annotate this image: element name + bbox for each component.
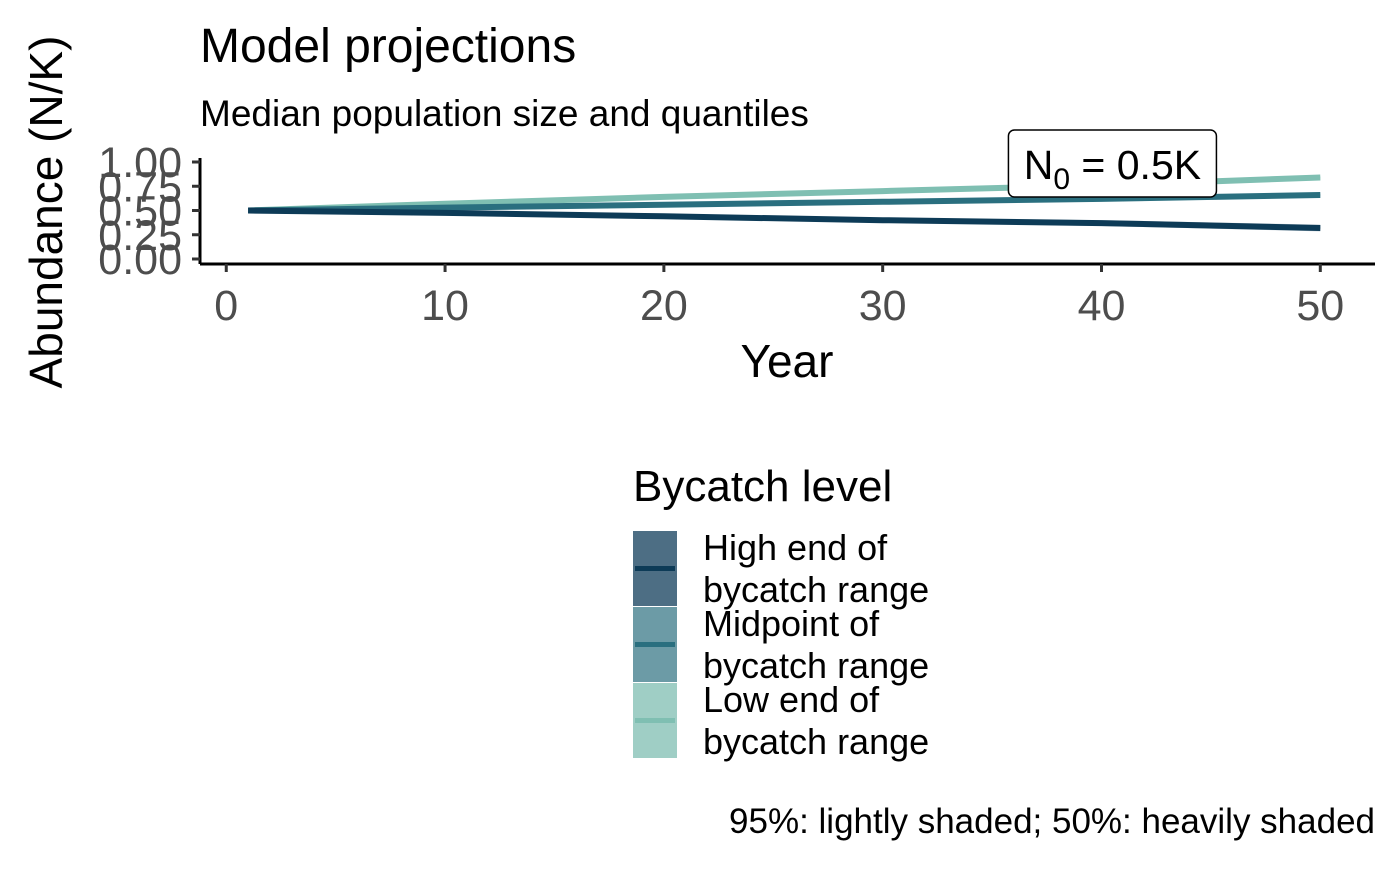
- plot-area: N0 = 0.5K: [247, 129, 1321, 232]
- annotation-label: N0 = 0.5K: [1024, 142, 1201, 196]
- axes: 0.000.250.500.751.00 0 10 20 30 40 50: [98, 139, 1375, 330]
- x-tick-label: 50: [1296, 282, 1344, 330]
- n0-annotation: N0 = 0.5K: [1007, 129, 1218, 198]
- y-tick-label: 0.50: [98, 188, 182, 236]
- x-tick-label: 10: [421, 282, 469, 330]
- y-tick-label: 1.00: [98, 139, 182, 187]
- y-axis-title: Abundance (N/K): [20, 36, 72, 389]
- median-line-series-1: [248, 192, 1321, 214]
- chart-title: Model projections: [200, 20, 576, 73]
- x-tick-label: 20: [640, 282, 688, 330]
- y-tick-label: 0.75: [98, 163, 182, 211]
- legend: Bycatch level High end of bycatch rangeMi…: [633, 462, 929, 762]
- legend-title: Bycatch level: [633, 462, 892, 511]
- x-tick-label: 30: [859, 282, 907, 330]
- legend-label-0: High end of bycatch range: [703, 527, 929, 610]
- chart-caption: 95%: lightly shaded; 50%: heavily shaded: [729, 802, 1375, 841]
- x-tick-label: 0: [214, 282, 238, 330]
- legend-label-2: Low end of bycatch range: [703, 679, 929, 762]
- x-axis-title: Year: [741, 335, 834, 387]
- y-tick-label: 0.00: [98, 236, 182, 284]
- y-tick-label: 0.25: [98, 212, 182, 260]
- legend-label-1: Midpoint of bycatch range: [703, 603, 929, 686]
- x-tick-label: 40: [1078, 282, 1126, 330]
- chart-subtitle: Median population size and quantiles: [200, 93, 809, 134]
- median-line-series-0: [248, 207, 1321, 231]
- annotation-box: [1007, 129, 1218, 198]
